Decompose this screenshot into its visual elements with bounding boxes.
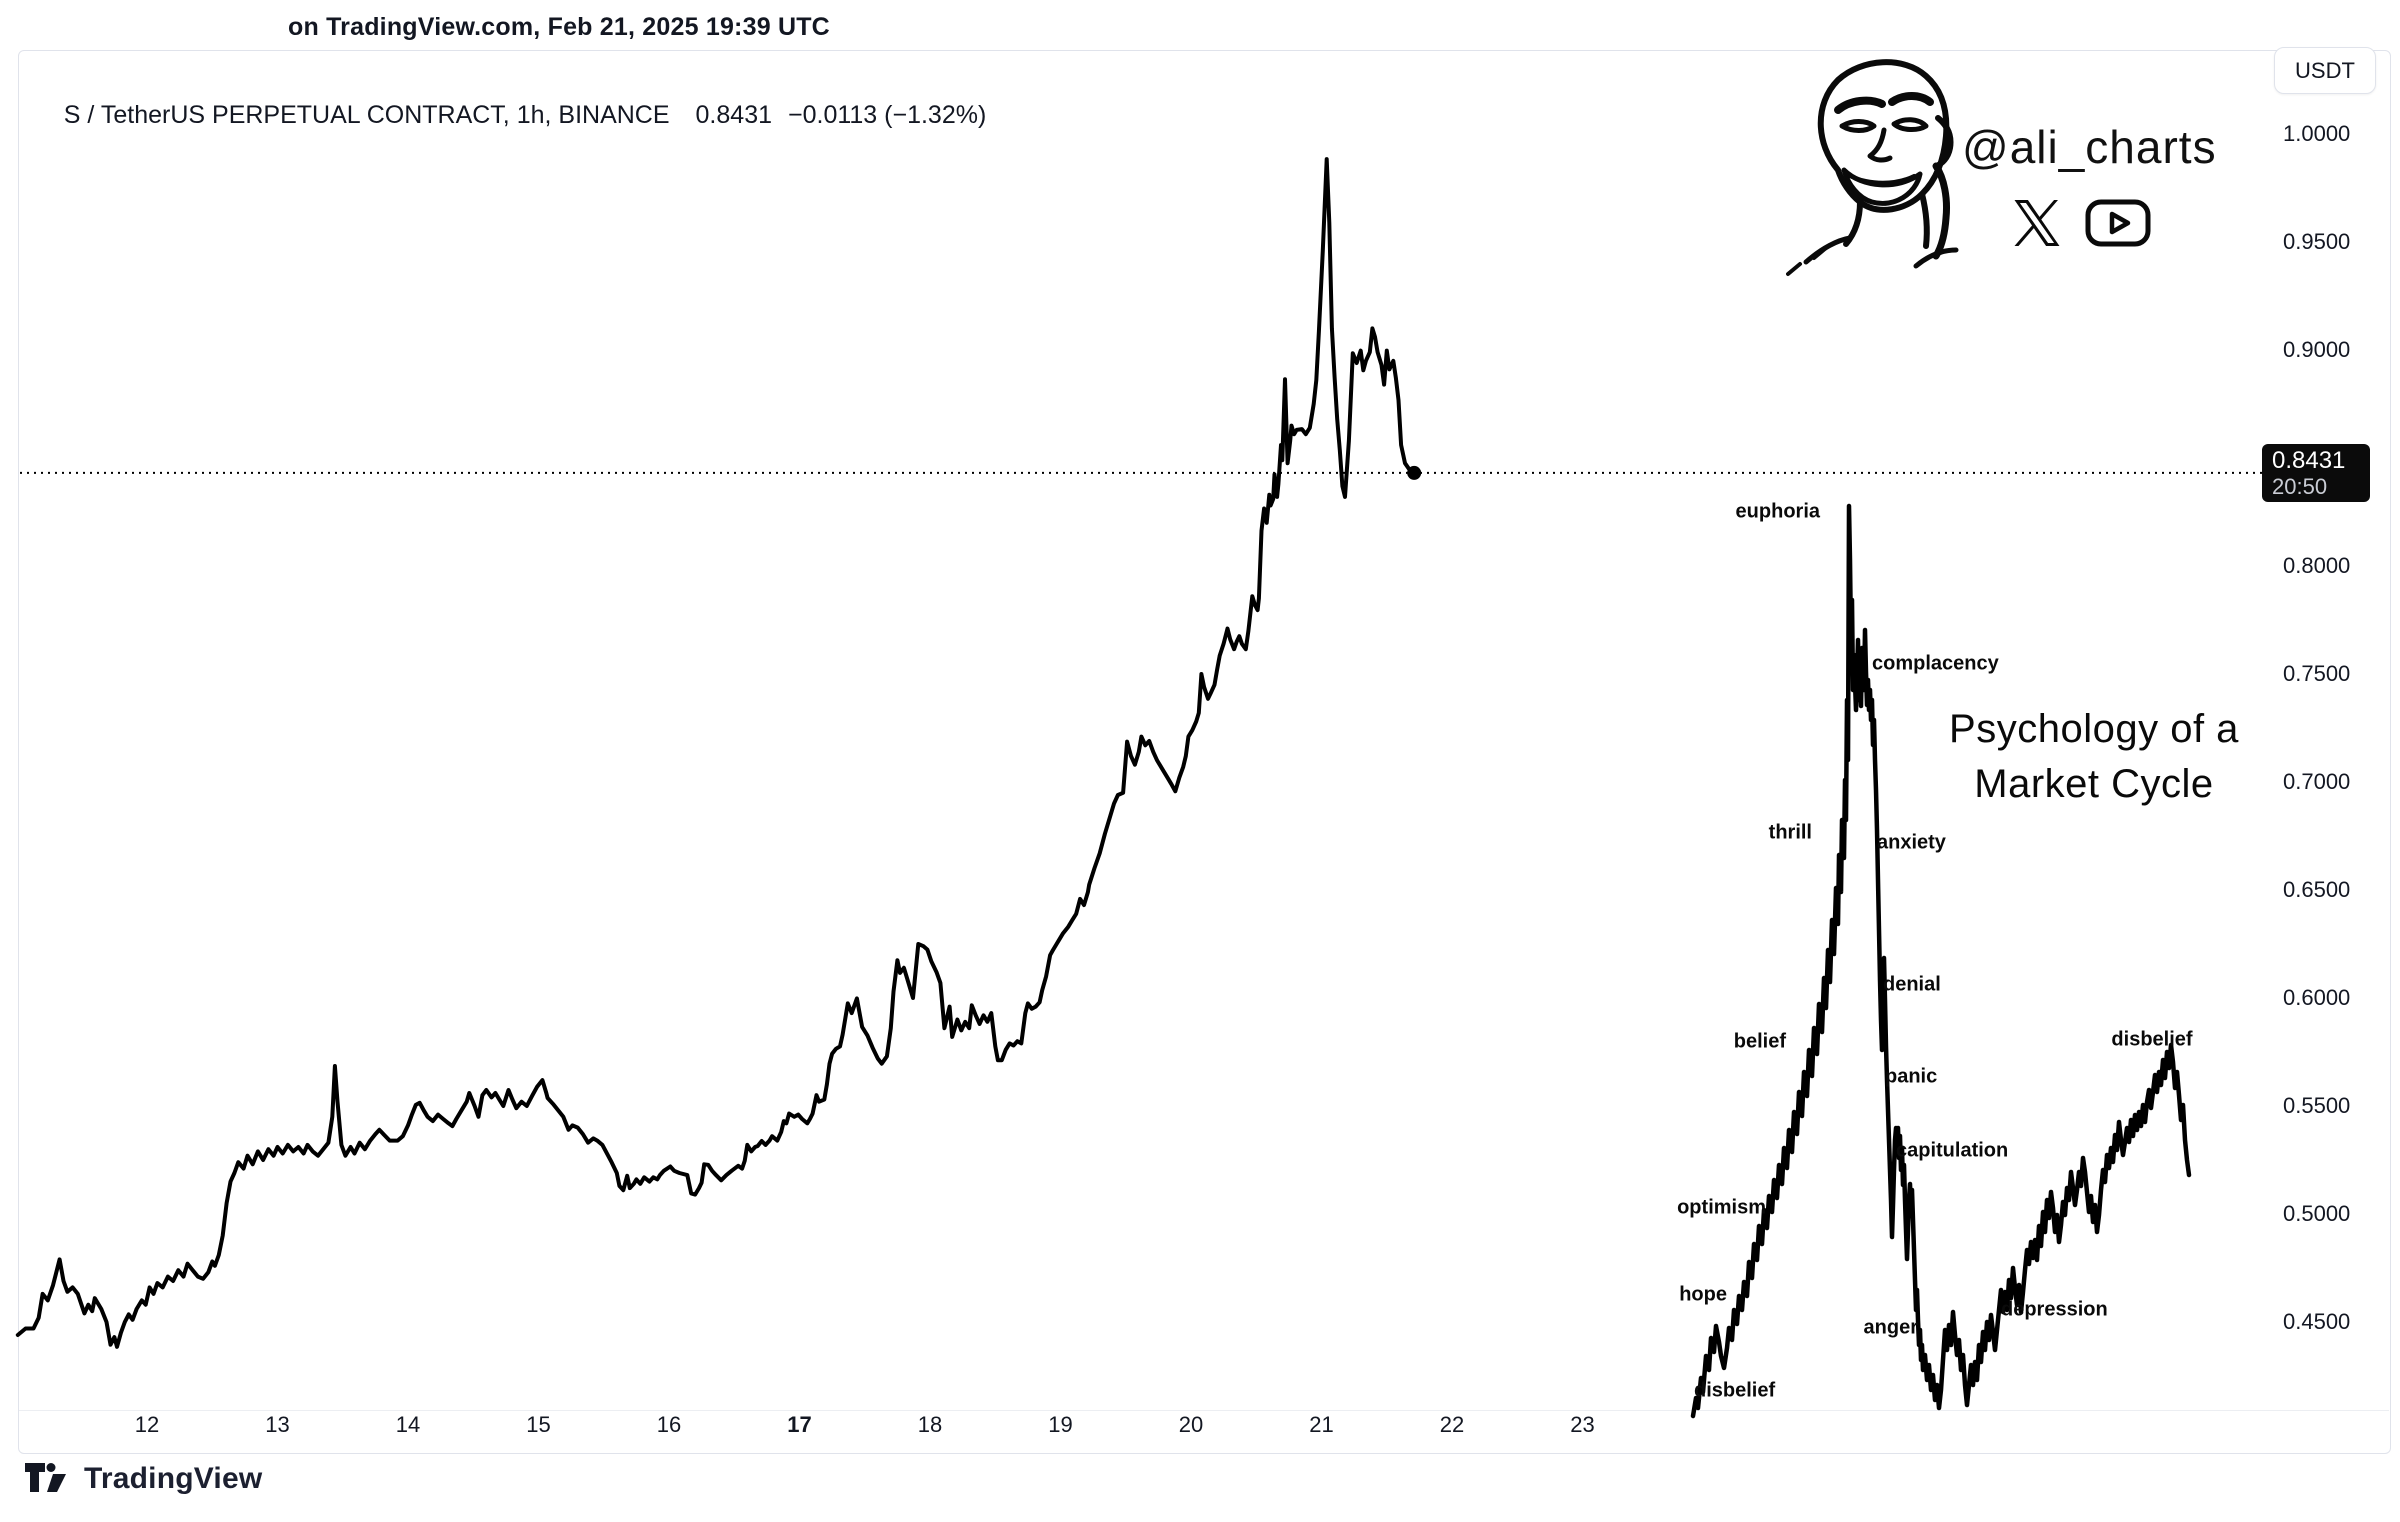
last-price-value: 0.8431 [695,101,772,129]
time-tick-label: 14 [395,1412,421,1437]
time-axis-separator [19,1410,2389,1411]
ali-face-sketch [1786,59,1959,276]
time-tick-label: 20 [1178,1412,1204,1437]
author-handle: @ali_charts [1962,121,2217,173]
x-twitter-icon [2014,200,2060,246]
time-tick-label: 18 [917,1412,943,1437]
chart-panel [18,50,2391,1454]
badge-price: 0.8431 [2272,447,2346,474]
price-tick-label: 0.5000 [2283,1201,2351,1226]
cycle-label-anger: anger [1863,1316,1918,1339]
time-tick-label: 15 [526,1412,551,1437]
cycle-label-depression: depression [2001,1298,2108,1321]
cycle-label-capitulation: capitulation [1896,1139,2009,1162]
annotation-title: Psychology of a Market Cycle [1938,702,2250,812]
price-change: −0.0113 (−1.32%) [788,101,987,129]
cycle-label-disbelief: disbelief [1694,1379,1776,1402]
price-tick-label: 0.7500 [2283,661,2351,686]
attribution-text: on TradingView.com, Feb 21, 2025 19:39 U… [288,13,830,41]
price-tick-label: 0.4500 [2283,1309,2351,1334]
last-price-marker-dot [1407,465,1422,480]
price-line-series [15,157,1417,1349]
price-tick-label: 0.6500 [2283,877,2351,902]
price-tick-label: 0.5500 [2283,1093,2351,1118]
time-tick-label: 17 [787,1412,812,1437]
price-tick-label: 0.9000 [2283,337,2351,362]
cycle-label-denial: denial [1883,973,1941,996]
time-tick-label: 13 [265,1412,290,1437]
time-tick-label: 12 [134,1412,160,1437]
annotation-title-line2: Market Cycle [1974,762,2214,806]
cycle-label-optimism: optimism [1677,1196,1766,1219]
annotation-title-line1: Psychology of a [1949,707,2239,751]
price-tick-label: 0.9500 [2283,229,2351,254]
price-tick-label: 0.8000 [2283,553,2351,578]
time-tick-label: 23 [1570,1412,1595,1437]
youtube-icon [2085,199,2151,247]
tradingview-logo-icon [25,1463,66,1492]
tradingview-brand-text: TradingView [84,1462,263,1495]
cycle-label-hope: hope [1679,1283,1727,1306]
footer-brand[interactable]: TradingView [24,1462,262,1496]
currency-toggle-button[interactable]: USDT [2274,47,2376,94]
time-tick-label: 22 [1439,1412,1465,1437]
cycle-label-euphoria: euphoria [1735,500,1820,523]
last-price-badge: 0.8431 20:50 [2262,444,2370,502]
price-tick-label: 0.6000 [2283,985,2351,1010]
cycle-label-panic: panic [1885,1065,1938,1088]
price-tick-label: 1.0000 [2283,121,2351,146]
cycle-label-disbelief: disbelief [2111,1028,2193,1051]
symbol-title: S / TetherUS PERPETUAL CONTRACT, 1h, BIN… [63,101,670,129]
symbol-header: S / TetherUS PERPETUAL CONTRACT, 1h, BIN… [36,72,987,159]
time-tick-label: 16 [656,1412,682,1437]
time-tick-label: 21 [1309,1412,1334,1437]
cycle-label-anxiety: anxiety [1877,831,1946,854]
cycle-label-belief: belief [1733,1030,1786,1053]
cycle-label-complacency: complacency [1872,652,1999,675]
price-tick-label: 0.7000 [2283,769,2351,794]
time-tick-label: 19 [1048,1412,1073,1437]
badge-countdown: 20:50 [2272,474,2328,499]
cycle-label-thrill: thrill [1768,821,1812,844]
market-cycle-curve [1690,503,2192,1419]
